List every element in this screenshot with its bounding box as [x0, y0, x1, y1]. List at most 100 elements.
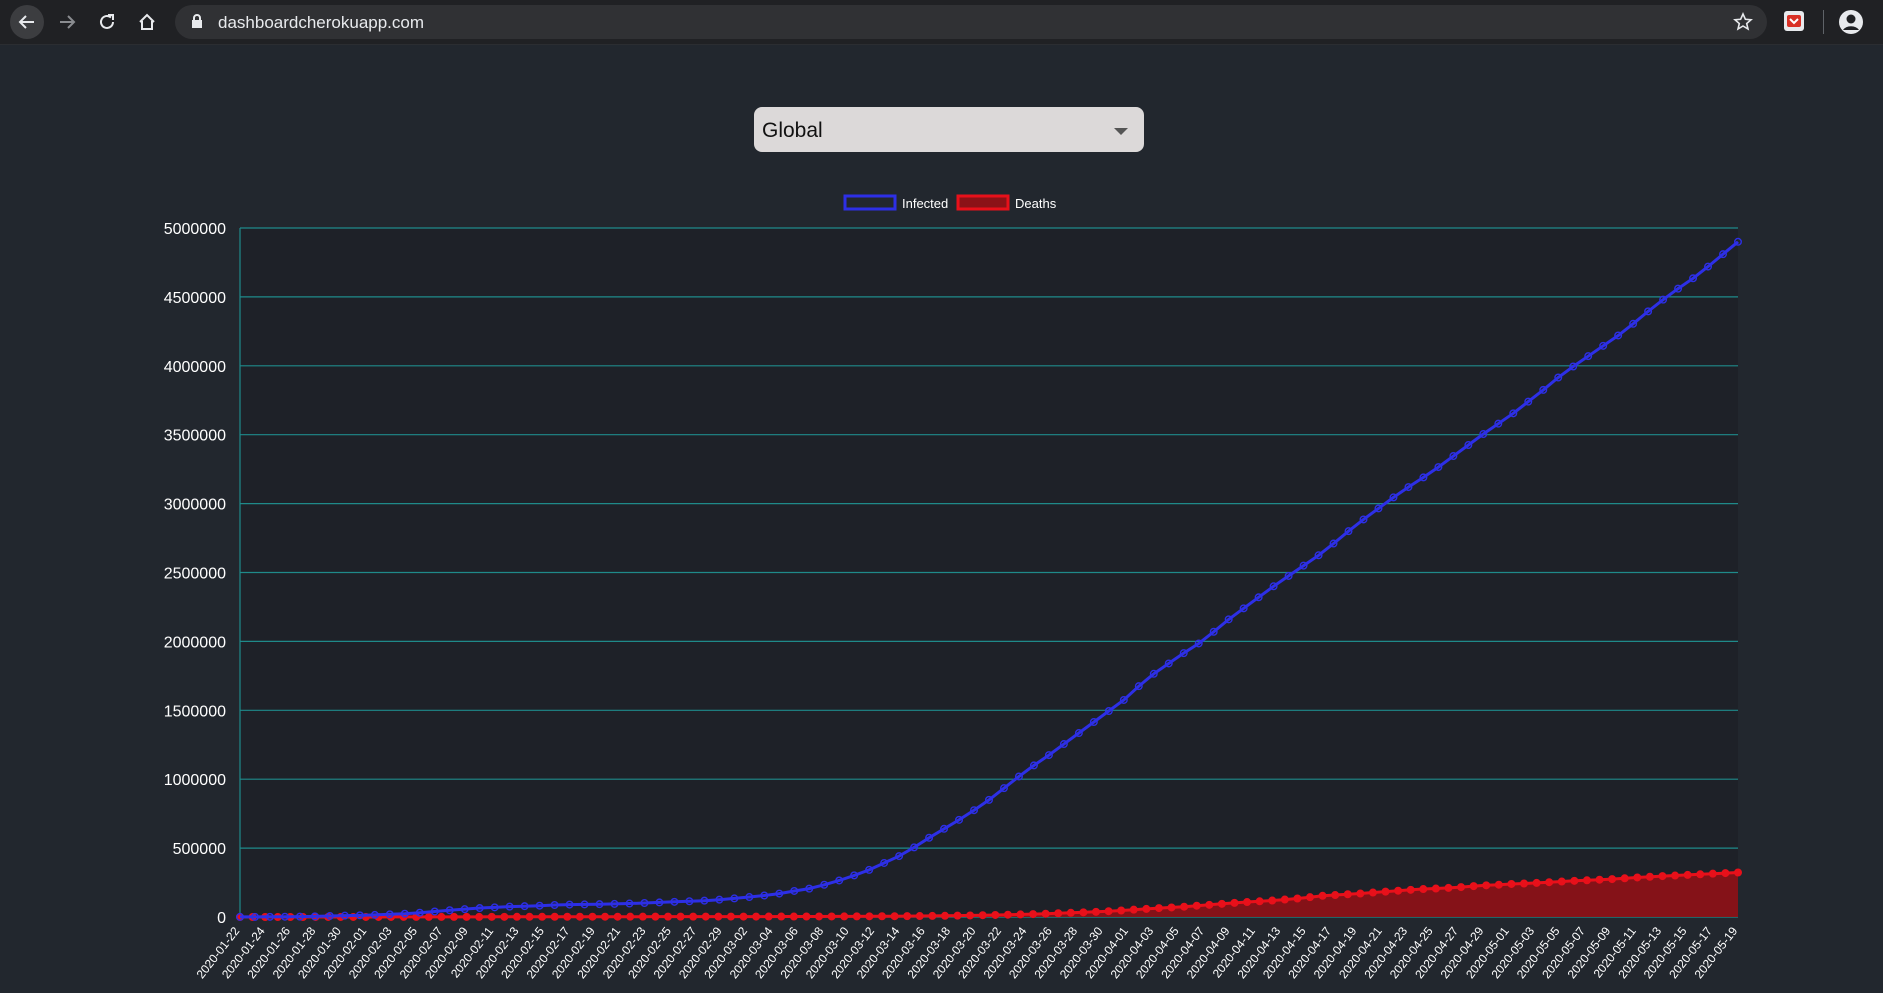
- deaths-point: [424, 912, 433, 921]
- infected-point: [1254, 593, 1263, 602]
- chevron-down-icon: [1114, 128, 1128, 135]
- legend-deaths-swatch: [956, 194, 1010, 211]
- infected-point: [1179, 649, 1188, 658]
- address-bar[interactable]: dashboardcherokuapp.com: [175, 5, 1767, 39]
- deaths-point: [550, 912, 559, 921]
- y-tick-label: 0: [217, 910, 226, 927]
- deaths-point: [1519, 879, 1528, 888]
- deaths-point: [1708, 869, 1717, 878]
- country-select-value: Global: [762, 119, 823, 142]
- infected-point: [760, 891, 769, 900]
- toolbar-separator: [1823, 10, 1824, 34]
- deaths-point: [1620, 874, 1629, 883]
- legend-infected-swatch: [843, 194, 897, 211]
- deaths-point: [827, 912, 836, 921]
- deaths-point: [991, 910, 1000, 919]
- infected-point: [295, 912, 304, 921]
- deaths-point: [450, 912, 459, 921]
- infected-point: [310, 912, 319, 921]
- infected-point: [835, 876, 844, 885]
- bookmark-star-icon[interactable]: [1733, 12, 1753, 32]
- infected-point: [1629, 319, 1638, 328]
- infected-point: [430, 907, 439, 916]
- deaths-point: [563, 912, 572, 921]
- y-tick-label: 2000000: [164, 634, 226, 651]
- deaths-point: [940, 911, 949, 920]
- infected-point: [1464, 441, 1473, 450]
- infected-point: [1119, 695, 1128, 704]
- arrow-right-icon: [60, 15, 76, 29]
- infected-point: [595, 900, 604, 909]
- infected-point: [880, 858, 889, 867]
- infected-point: [580, 900, 589, 909]
- url-text: dashboardcherokuapp.com: [218, 13, 425, 32]
- infected-point: [400, 909, 409, 918]
- deaths-point: [1381, 887, 1390, 896]
- infected-point: [340, 911, 349, 920]
- infected-point: [1164, 659, 1173, 668]
- deaths-point: [1557, 877, 1566, 886]
- deaths-point: [1255, 897, 1264, 906]
- infected-point: [1644, 307, 1653, 316]
- infected-point: [1224, 615, 1233, 624]
- y-tick-label: 3000000: [164, 497, 226, 514]
- deaths-point: [1633, 873, 1642, 882]
- deaths-point: [1293, 894, 1302, 903]
- y-tick-label: 4500000: [164, 290, 226, 307]
- deaths-point: [1154, 904, 1163, 913]
- profile-icon[interactable]: [1838, 9, 1864, 35]
- infected-point: [700, 896, 709, 905]
- deaths-point: [588, 912, 597, 921]
- deaths-point: [1318, 891, 1327, 900]
- y-tick-label: 3500000: [164, 428, 226, 445]
- infected-point: [955, 815, 964, 824]
- deaths-point: [928, 911, 937, 920]
- infected-point: [550, 901, 559, 910]
- deaths-point: [1431, 884, 1440, 893]
- infected-point: [280, 912, 289, 921]
- infected-point: [1539, 385, 1548, 394]
- home-button[interactable]: [130, 5, 164, 39]
- infected-point: [865, 865, 874, 874]
- infected-point: [910, 843, 919, 852]
- infected-point: [1434, 463, 1443, 472]
- infected-point: [1524, 397, 1533, 406]
- infected-point: [640, 899, 649, 908]
- deaths-point: [1268, 896, 1277, 905]
- deaths-point: [638, 912, 647, 921]
- deaths-point: [1721, 869, 1730, 878]
- deaths-point: [1494, 880, 1503, 889]
- deaths-point: [1545, 878, 1554, 887]
- infected-point: [1599, 341, 1608, 350]
- deaths-point: [1331, 891, 1340, 900]
- infected-point: [475, 904, 484, 913]
- infected-point: [355, 911, 364, 920]
- deaths-point: [1469, 882, 1478, 891]
- infected-point: [655, 898, 664, 907]
- deaths-point: [1733, 868, 1742, 877]
- deaths-point: [487, 912, 496, 921]
- infected-point: [775, 889, 784, 898]
- back-button[interactable]: [10, 5, 44, 39]
- deaths-point: [1482, 881, 1491, 890]
- deaths-point: [714, 912, 723, 921]
- infected-point: [1329, 539, 1338, 548]
- extension-icon[interactable]: [1783, 10, 1805, 32]
- deaths-point: [1192, 901, 1201, 910]
- deaths-point: [1406, 885, 1415, 894]
- deaths-point: [1696, 870, 1705, 879]
- infected-point: [1134, 682, 1143, 691]
- reload-button[interactable]: [90, 5, 124, 39]
- deaths-point: [1305, 893, 1314, 902]
- deaths-point: [613, 912, 622, 921]
- deaths-point: [1029, 910, 1038, 919]
- forward-button[interactable]: [50, 5, 84, 39]
- deaths-point: [1142, 904, 1151, 913]
- infected-point: [1659, 295, 1668, 304]
- deaths-point: [1671, 871, 1680, 880]
- infected-point: [1449, 452, 1458, 461]
- deaths-point: [1079, 908, 1088, 917]
- infected-point: [970, 806, 979, 815]
- infected-point: [925, 833, 934, 842]
- country-select[interactable]: Global: [754, 107, 1144, 152]
